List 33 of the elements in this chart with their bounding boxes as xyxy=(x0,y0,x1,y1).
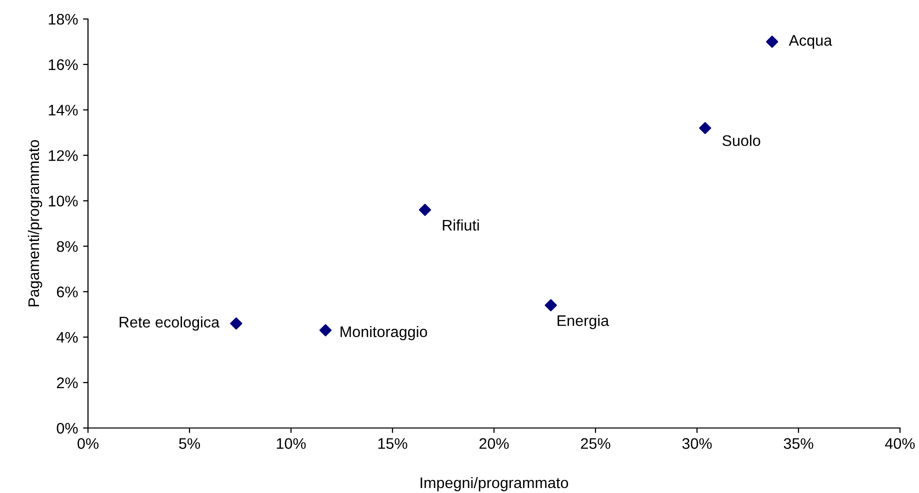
x-tick-label: 20% xyxy=(479,438,509,449)
point xyxy=(230,317,242,330)
x-tick-label: 15% xyxy=(378,438,408,449)
y-tick-label: 18% xyxy=(48,14,78,25)
annotation: Acqua xyxy=(788,35,832,49)
y-tick-label: 6% xyxy=(56,286,78,298)
y-tick-label: 12% xyxy=(48,150,78,161)
y-tick-label: 8% xyxy=(56,241,78,252)
y-tick-label: 4% xyxy=(56,332,78,343)
annotation: Monitoraggio xyxy=(340,326,428,340)
x-tick-label: 25% xyxy=(580,438,610,449)
annotation: Suolo xyxy=(722,134,760,146)
y-axis-title: Pagamenti/programmato xyxy=(28,140,42,306)
x-tick-label: 30% xyxy=(682,438,712,449)
y-tick-label: 2% xyxy=(56,377,78,388)
x-axis-title: Impegni/programmato xyxy=(420,476,568,492)
x-tick-label: 0% xyxy=(78,438,98,449)
y-tick-label: 16% xyxy=(48,59,78,70)
x-tick-label: 35% xyxy=(784,438,814,449)
x-tick-label: 40% xyxy=(885,438,915,449)
x-tick-label: 10% xyxy=(276,438,306,449)
point xyxy=(544,299,557,312)
y-tick-label: 14% xyxy=(48,104,78,116)
y-tick-label: 0% xyxy=(56,422,78,434)
point xyxy=(699,122,712,134)
y-tick-label: 10% xyxy=(48,196,78,206)
annotation: Energia xyxy=(558,314,610,330)
point xyxy=(766,36,778,48)
point xyxy=(418,204,432,216)
x-tick-label: 5% xyxy=(179,438,200,449)
point xyxy=(319,324,332,336)
annotation: Rifiuti xyxy=(442,219,479,231)
annotation: Rete ecologica xyxy=(120,316,220,331)
